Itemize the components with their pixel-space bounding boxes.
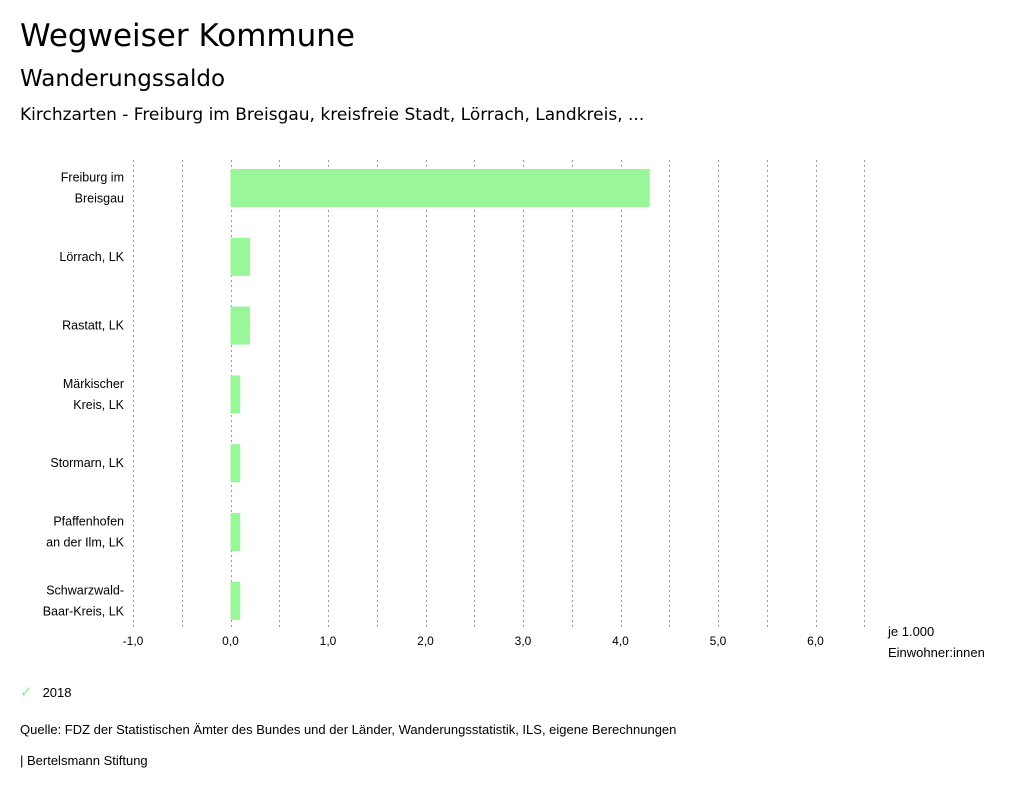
bar <box>230 375 241 414</box>
bar <box>230 513 241 551</box>
brand-credit: | Bertelsmann Stiftung <box>20 753 148 768</box>
legend-item-2018[interactable]: ✓ 2018 <box>20 683 72 701</box>
bar <box>230 306 250 345</box>
x-axis-unit: je 1.000 Einwohner:innen <box>888 621 985 663</box>
category-label: Pfaffenhofen <box>53 515 124 529</box>
x-tick-label: 5,0 <box>710 634 727 648</box>
x-tick-label: -1,0 <box>123 634 144 648</box>
category-label: Baar-Kreis, LK <box>43 604 125 618</box>
category-label: an der Ilm, LK <box>46 536 124 550</box>
check-icon: ✓ <box>20 684 33 701</box>
bar <box>230 444 241 483</box>
bar <box>230 237 250 276</box>
category-label: Breisgau <box>75 192 124 206</box>
category-label: Stormarn, LK <box>50 456 124 470</box>
x-axis-unit-line-2: Einwohner:innen <box>888 645 985 660</box>
region-filter[interactable]: Kirchzarten - Freiburg im Breisgau, krei… <box>20 105 645 125</box>
x-tick-label: 3,0 <box>515 634 532 648</box>
x-tick-label: 2,0 <box>417 634 434 648</box>
x-tick-label: 6,0 <box>807 634 824 648</box>
category-label: Freiburg im <box>61 171 124 185</box>
x-tick-label: 4,0 <box>612 634 629 648</box>
bar <box>230 169 650 207</box>
category-label: Schwarzwald- <box>46 583 124 597</box>
legend-label: 2018 <box>42 684 72 700</box>
bar <box>230 581 241 620</box>
x-axis-unit-line-1: je 1.000 <box>888 624 935 639</box>
chart-subtitle: Wanderungssaldo <box>20 66 226 92</box>
category-label: Rastatt, LK <box>62 319 124 333</box>
category-label: Märkischer <box>63 377 124 391</box>
x-tick-label: 1,0 <box>320 634 337 648</box>
source-note: Quelle: FDZ der Statistischen Ämter des … <box>20 722 677 737</box>
category-label: Lörrach, LK <box>59 250 124 264</box>
category-label: Kreis, LK <box>73 398 124 412</box>
x-tick-label: 0,0 <box>222 634 239 648</box>
page-title: Wegweiser Kommune <box>20 18 355 54</box>
